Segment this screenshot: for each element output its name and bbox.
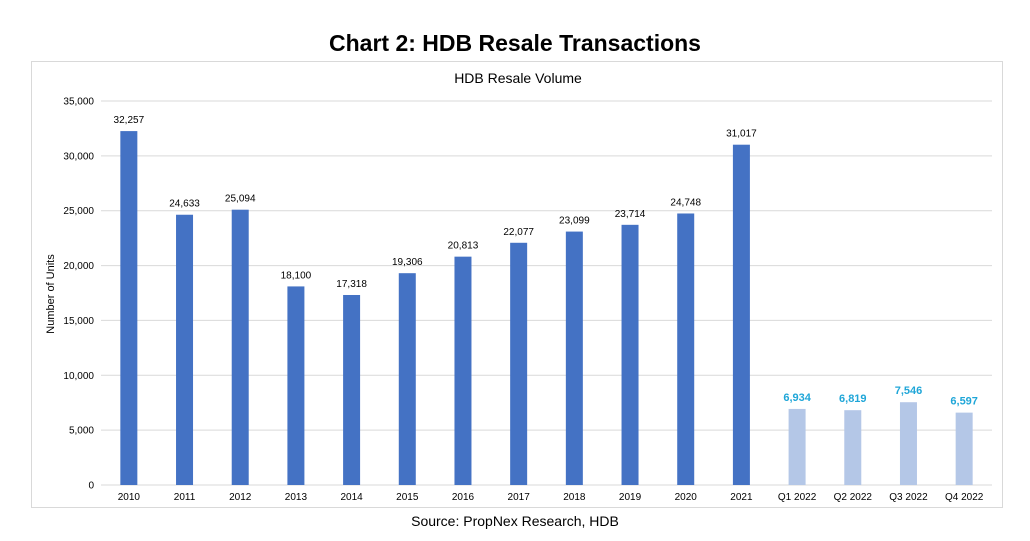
- bar: [899, 402, 917, 485]
- data-label: 7,546: [895, 385, 923, 397]
- data-label: 18,100: [281, 270, 312, 281]
- bar: [343, 294, 361, 485]
- x-tick-label: Q4 2022: [945, 492, 984, 503]
- x-axis-ticks: 2010 2011 2012 2013 2014 2015 2016 2017 2018 2019…: [118, 492, 984, 503]
- x-tick-label: 2013: [285, 492, 308, 503]
- x-tick-label: 2021: [730, 492, 753, 503]
- x-tick-label: 2018: [563, 492, 586, 503]
- bar: [565, 231, 583, 485]
- bars: [120, 131, 973, 486]
- data-labels: 32,257 24,633 25,094 18,100 17,318 19,306 20,8…: [114, 115, 978, 408]
- data-label: 24,633: [169, 199, 200, 210]
- x-tick-label: 2017: [508, 492, 531, 503]
- bar: [287, 286, 305, 485]
- bar: [176, 214, 194, 486]
- bar: [398, 273, 416, 485]
- bar: [844, 410, 862, 485]
- data-label: 24,748: [670, 197, 701, 208]
- chart-frame: HDB Resale Volume Number of Units 0 5,000…: [31, 61, 1003, 508]
- y-tick-label: 20,000: [63, 261, 94, 272]
- data-label: 23,099: [559, 216, 590, 227]
- data-label: 6,597: [950, 396, 978, 408]
- x-tick-label: 2016: [452, 492, 475, 503]
- x-tick-label: Q1 2022: [778, 492, 817, 503]
- chart-title: HDB Resale Volume: [454, 70, 582, 86]
- data-label: 20,813: [448, 241, 479, 252]
- data-label: 17,318: [336, 279, 367, 290]
- x-tick-label: 2015: [396, 492, 419, 503]
- x-tick-label: 2020: [675, 492, 698, 503]
- data-label: 22,077: [503, 227, 534, 238]
- x-tick-label: 2011: [174, 492, 196, 503]
- bar: [120, 131, 138, 485]
- page-title: Chart 2: HDB Resale Transactions: [329, 30, 701, 56]
- data-label: 25,094: [225, 194, 256, 205]
- bar: [732, 144, 750, 485]
- data-label: 23,714: [615, 209, 646, 220]
- source-note: Source: PropNex Research, HDB: [411, 513, 619, 529]
- x-tick-label: 2012: [229, 492, 252, 503]
- bar-chart: HDB Resale Volume Number of Units 0 5,000…: [45, 70, 992, 503]
- bar: [677, 213, 695, 486]
- data-label: 19,306: [392, 257, 423, 268]
- data-label: 32,257: [114, 115, 145, 126]
- y-tick-label: 0: [88, 481, 94, 492]
- gridlines: [101, 100, 992, 486]
- y-tick-label: 15,000: [63, 316, 94, 327]
- data-label: 31,017: [726, 129, 757, 140]
- data-label: 6,819: [839, 393, 867, 405]
- bar: [454, 256, 472, 485]
- bar: [955, 412, 973, 485]
- x-tick-label: Q3 2022: [889, 492, 928, 503]
- bar: [621, 224, 639, 485]
- data-label: 6,934: [783, 392, 811, 404]
- bar: [231, 209, 249, 485]
- x-tick-label: 2010: [118, 492, 141, 503]
- bar: [510, 242, 528, 485]
- y-axis-label: Number of Units: [45, 254, 57, 334]
- y-tick-label: 30,000: [63, 151, 94, 162]
- y-axis-ticks: 0 5,000 10,000 15,000 20,000 25,000 30,000 35,0…: [63, 97, 94, 492]
- bar: [788, 408, 806, 485]
- x-tick-label: 2019: [619, 492, 642, 503]
- x-tick-label: Q2 2022: [834, 492, 873, 503]
- y-tick-label: 25,000: [63, 206, 94, 217]
- y-tick-label: 35,000: [63, 97, 94, 108]
- y-tick-label: 5,000: [69, 426, 94, 437]
- x-tick-label: 2014: [340, 492, 363, 503]
- y-tick-label: 10,000: [63, 371, 94, 382]
